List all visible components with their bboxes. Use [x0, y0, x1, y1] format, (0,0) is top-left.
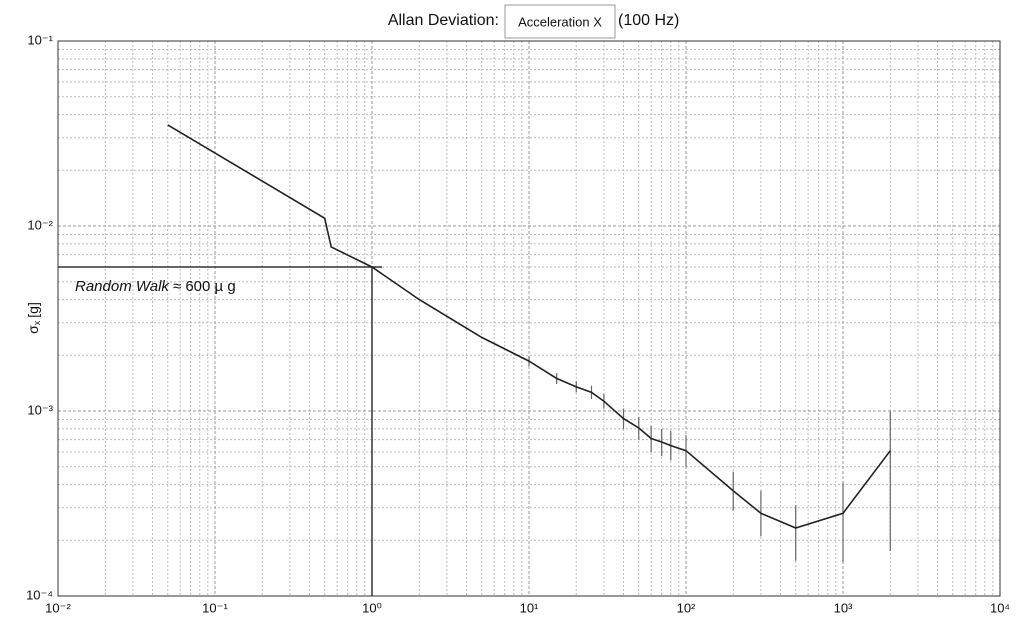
y-tick-label: 10⁻²	[27, 217, 53, 232]
x-tick-label: 10¹	[520, 600, 539, 615]
selector-box[interactable]	[504, 4, 616, 39]
x-tick-label: 10⁻¹	[202, 600, 228, 615]
x-tick-label: 10⁻²	[45, 600, 71, 615]
x-tick-label: 10⁴	[990, 600, 1010, 615]
x-tick-label: 10⁰	[362, 600, 382, 615]
annotation: Random Walk ≈ 600 µ g	[75, 278, 236, 295]
y-label-unit: [g]	[25, 302, 41, 318]
selector-text[interactable]: Acceleration X	[518, 14, 602, 29]
plot-area: 10⁻² 10⁻¹ 10⁰ 10¹ 10² 10³ 10⁴ 10⁻⁴ 10⁻³ 10⁻² 10⁻¹	[26, 32, 1010, 615]
y-tick-label: 10⁻¹	[27, 32, 53, 47]
plot-frame	[57, 40, 1001, 597]
y-label-symbol: σ	[25, 325, 41, 334]
y-tick-label: 10⁻⁴	[26, 587, 53, 602]
chart-title: Allan Deviation:	[388, 12, 499, 29]
chart-subtitle: (100 Hz)	[618, 12, 679, 29]
annotation-text: ≈ 600 µ g	[173, 278, 236, 295]
y-label-subscript: x	[32, 320, 42, 325]
y-axis-label: σx [g]	[25, 302, 43, 334]
annotation-italic: Random Walk	[75, 278, 170, 295]
x-tick-label: 10³	[834, 600, 853, 615]
data-line	[167, 124, 891, 529]
x-tick-label: 10²	[677, 600, 696, 615]
y-tick-label: 10⁻³	[27, 402, 53, 417]
channel-selector[interactable]: Acceleration X	[504, 4, 616, 39]
